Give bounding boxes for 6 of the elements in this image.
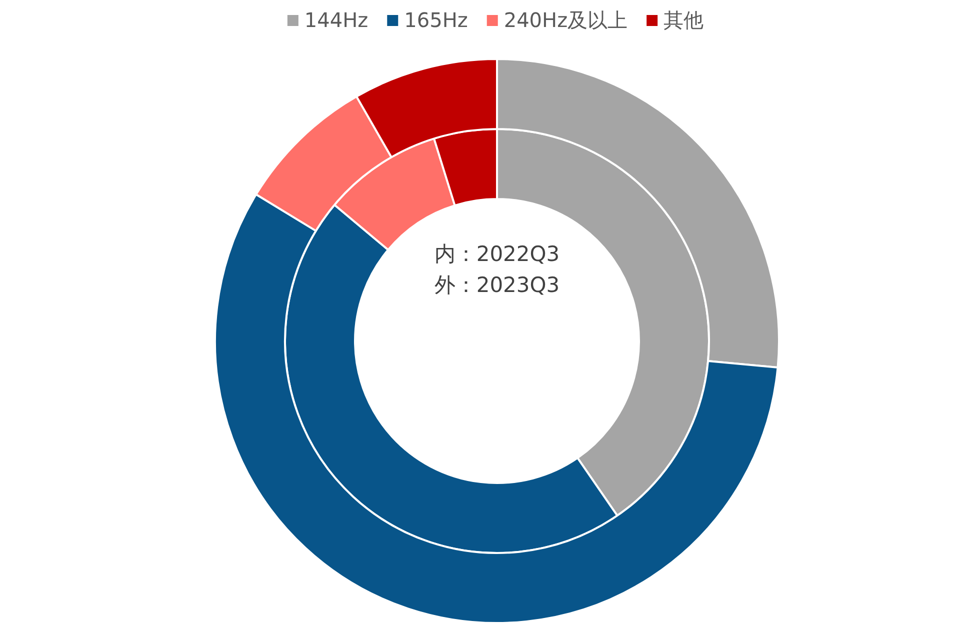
text: 外：2023Q3 [434, 273, 560, 297]
legend-label: 165Hz [404, 8, 468, 32]
text: 内：2022Q3 [434, 242, 560, 266]
legend-label: 144Hz [304, 8, 368, 32]
legend-label: 240Hz及以上 [504, 8, 628, 32]
legend-label: 其他 [664, 8, 704, 32]
